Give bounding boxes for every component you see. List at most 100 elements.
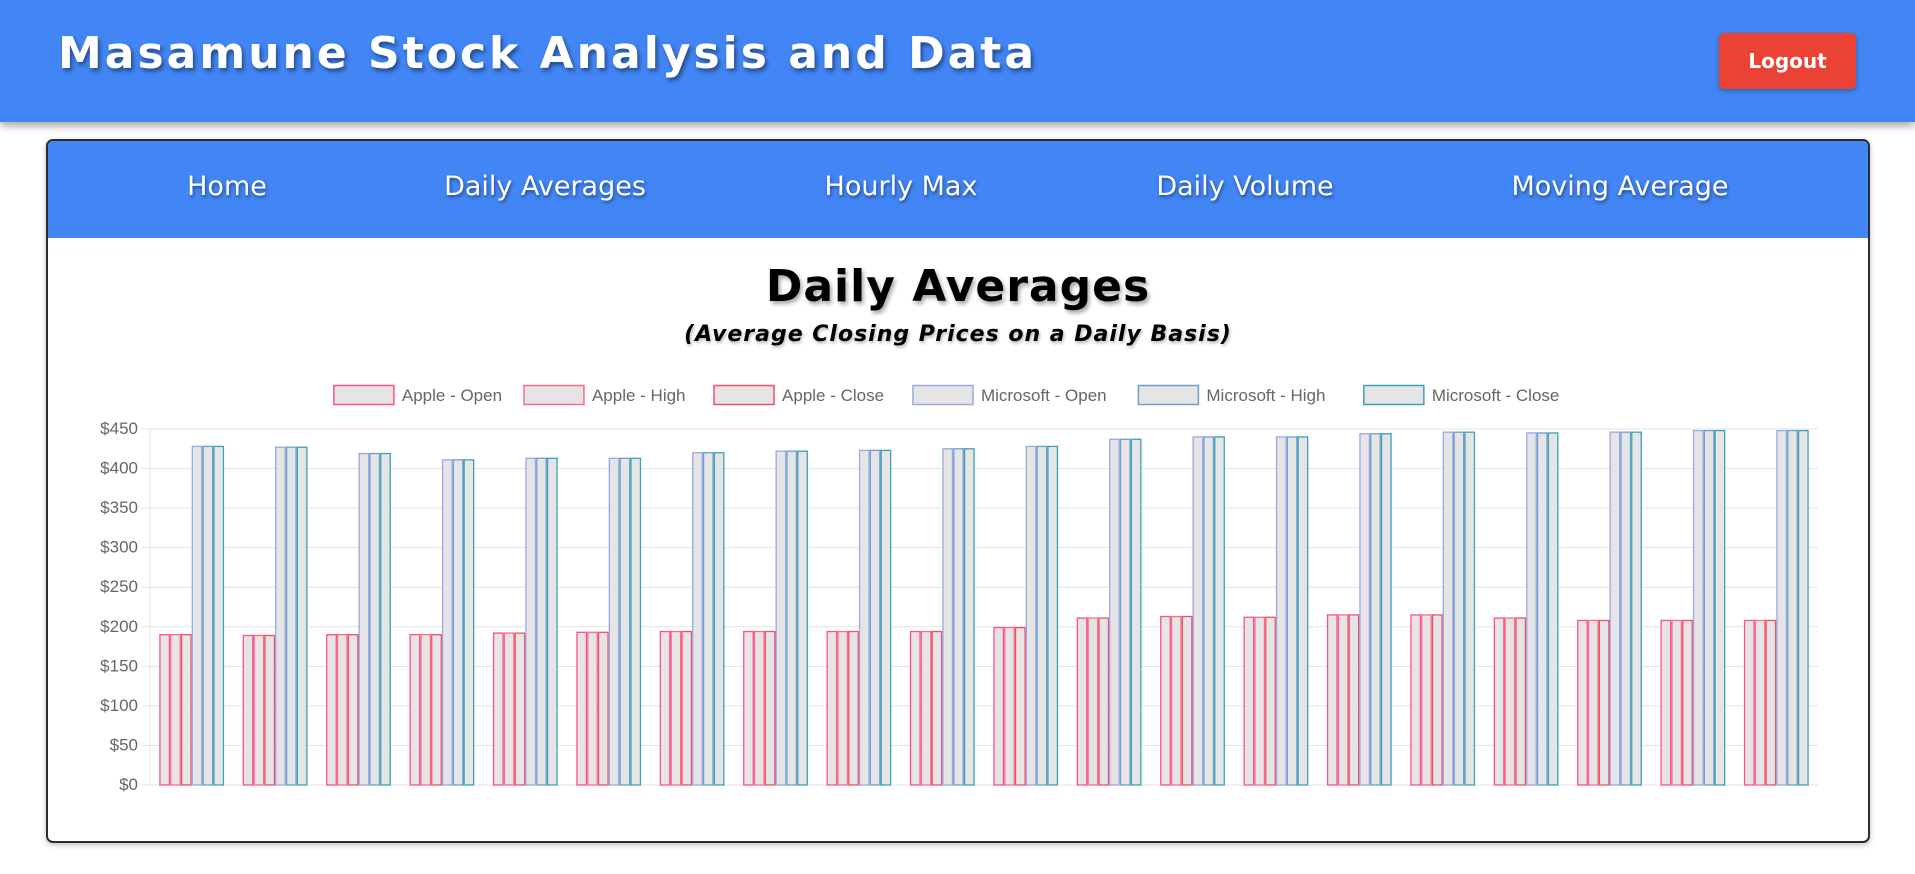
- bar: [1536, 432, 1548, 786]
- bar: [587, 631, 598, 786]
- nav-item-home[interactable]: Home: [187, 171, 267, 202]
- bar: [213, 445, 225, 786]
- bar: [1014, 626, 1026, 786]
- nav-item-daily-volume[interactable]: Daily Volume: [1156, 171, 1334, 202]
- bar: [1526, 432, 1537, 786]
- bar: [1714, 429, 1726, 786]
- legend-swatch: [1363, 384, 1425, 406]
- bar: [1703, 429, 1715, 786]
- content-panel: Home Daily Averages Hourly Max Daily Vol…: [46, 139, 1870, 843]
- bar: [743, 630, 754, 786]
- bar: [1047, 445, 1059, 786]
- bar: [681, 630, 693, 786]
- bar: [1776, 429, 1788, 786]
- bar: [525, 457, 537, 786]
- bar: [1214, 436, 1225, 786]
- y-tick-label: $100: [100, 696, 138, 715]
- bar: [1025, 445, 1037, 786]
- bar: [1493, 617, 1505, 786]
- y-tick-label: $200: [100, 617, 138, 636]
- bar: [1203, 436, 1215, 786]
- bar: [1130, 438, 1142, 786]
- bar: [920, 630, 932, 786]
- bar: [1754, 619, 1766, 786]
- bar: [1243, 616, 1255, 786]
- bar: [242, 634, 254, 786]
- bar: [180, 634, 192, 786]
- bar: [1743, 619, 1755, 786]
- bar: [942, 448, 954, 786]
- bar: [797, 450, 808, 786]
- y-tick-label: $0: [119, 775, 138, 794]
- bar: [369, 452, 381, 786]
- bar: [358, 452, 370, 786]
- bar: [1442, 431, 1454, 786]
- bar: [380, 452, 391, 786]
- bar: [1192, 436, 1204, 786]
- legend-swatch: [713, 384, 775, 406]
- bar: [1109, 438, 1120, 786]
- bar: [1765, 619, 1777, 786]
- y-tick-label: $250: [100, 577, 138, 596]
- bar: [869, 449, 881, 786]
- bar: [1181, 615, 1193, 786]
- bar: [1076, 617, 1088, 786]
- bar: [409, 634, 421, 786]
- bar: [336, 634, 348, 786]
- bar: [1421, 614, 1432, 786]
- bar: [692, 452, 703, 786]
- y-tick-label: $150: [100, 656, 138, 675]
- bar: [1326, 614, 1338, 786]
- bar: [253, 634, 265, 786]
- bar: [1036, 445, 1048, 786]
- bar: [993, 626, 1005, 786]
- bar: [1380, 433, 1392, 786]
- bar: [536, 457, 547, 786]
- bar: [931, 630, 943, 786]
- bar: [347, 634, 359, 786]
- bar: [963, 448, 975, 786]
- bar: [753, 630, 765, 786]
- legend-swatch: [523, 384, 585, 406]
- logout-button[interactable]: Logout: [1719, 33, 1856, 89]
- bar: [1265, 616, 1276, 786]
- bar: [630, 457, 642, 786]
- bar: [191, 445, 203, 786]
- nav-item-hourly-max[interactable]: Hourly Max: [824, 171, 978, 202]
- bar: [1587, 619, 1599, 786]
- bar: [608, 457, 620, 786]
- y-tick-label: $50: [110, 735, 138, 754]
- bar: [1348, 614, 1360, 786]
- legend-swatch: [912, 384, 974, 406]
- bar: [1797, 429, 1809, 786]
- bar: [275, 446, 286, 786]
- legend-label: Microsoft - Open: [981, 386, 1107, 405]
- legend-label: Apple - Close: [782, 386, 884, 405]
- bar: [431, 634, 442, 786]
- main-nav: Home Daily Averages Hourly Max Daily Vol…: [48, 141, 1868, 238]
- bar: [514, 632, 526, 786]
- bar: [420, 634, 432, 786]
- bar: [1671, 619, 1683, 786]
- bar: [202, 445, 214, 786]
- bar: [1004, 626, 1015, 786]
- bar: [848, 630, 859, 786]
- bar: [826, 630, 838, 786]
- bar: [775, 450, 787, 786]
- bar: [1431, 614, 1443, 786]
- bar: [159, 634, 171, 786]
- bar: [326, 634, 337, 786]
- bar: [1631, 431, 1642, 786]
- bar: [1660, 619, 1672, 786]
- nav-item-daily-averages[interactable]: Daily Averages: [444, 171, 646, 202]
- bar: [1464, 431, 1476, 786]
- y-tick-label: $300: [100, 538, 138, 557]
- page-title: Daily Averages: [765, 261, 1151, 312]
- bar: [880, 449, 892, 786]
- bar: [786, 450, 798, 786]
- bar: [1598, 619, 1610, 786]
- nav-item-moving-average[interactable]: Moving Average: [1511, 171, 1729, 202]
- bar: [1577, 619, 1588, 786]
- bar: [1682, 619, 1693, 786]
- bar: [1275, 436, 1287, 786]
